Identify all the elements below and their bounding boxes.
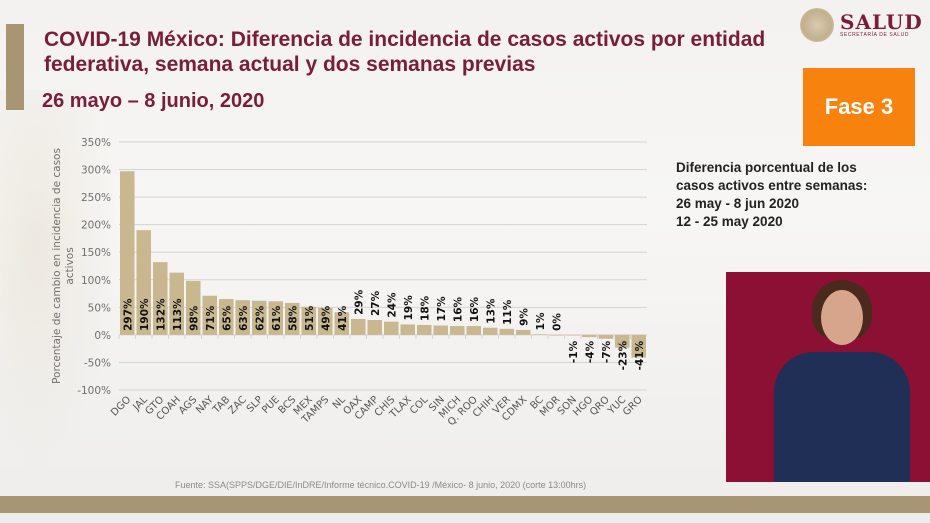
data-label: -41% (634, 340, 646, 370)
bar-nay (202, 295, 218, 335)
bar-jal (136, 230, 152, 335)
bar-nl (334, 312, 350, 335)
bar-mich (449, 326, 465, 335)
bar-yuc (614, 334, 630, 348)
footer-bar (0, 496, 930, 513)
data-label: 17% (436, 296, 448, 322)
bar-bcs (284, 302, 300, 335)
logo-main-text: SALUD (840, 10, 923, 34)
bar-chih (482, 327, 498, 335)
sign-language-interpreter-video (726, 272, 930, 482)
data-label: 29% (353, 289, 365, 315)
x-tick-label: DGO (109, 394, 133, 418)
data-label: 13% (485, 298, 497, 324)
data-label: 132% (155, 298, 167, 331)
data-label: 190% (139, 298, 151, 331)
bar-tlax (400, 324, 416, 335)
bar-qro (598, 334, 614, 339)
coat-of-arms-icon (800, 8, 834, 42)
y-tick-label: 300% (81, 165, 111, 177)
x-tick-label: GRO (621, 394, 645, 418)
bar-ver (499, 328, 515, 335)
data-label: 297% (122, 298, 134, 331)
bar-pue (268, 301, 284, 335)
bar-dgo (119, 171, 135, 335)
bar-hgo (581, 334, 597, 338)
bar-gro (631, 334, 647, 358)
bar-mor (548, 334, 564, 336)
data-label: 16% (469, 296, 481, 322)
data-label: 1% (535, 312, 547, 330)
data-label: 0% (551, 313, 563, 331)
background-watermark (0, 90, 120, 470)
data-label: 49% (320, 305, 332, 331)
data-label: 98% (188, 305, 200, 331)
y-tick-label: 100% (81, 275, 111, 287)
y-tick-label: 250% (81, 192, 111, 204)
y-tick-label: 50% (88, 302, 111, 314)
y-tick-label: -100% (77, 385, 111, 397)
data-label: 113% (172, 298, 184, 331)
legend-note: Diferencia porcentual de los casos activ… (676, 159, 867, 231)
y-tick-label: 200% (81, 220, 111, 232)
phase-badge: Fase 3 (803, 68, 915, 146)
logo-sub-text: SECRETARÍA DE SALUD (840, 32, 910, 38)
data-label: 19% (403, 295, 415, 321)
bar-sin (433, 325, 449, 335)
bar-zac (235, 300, 251, 335)
y-tick-label: -50% (84, 357, 111, 369)
data-label: 41% (337, 305, 349, 331)
title-accent-bar (6, 24, 24, 110)
bar-gto (152, 262, 168, 335)
bar-chis (383, 321, 399, 335)
data-label: 71% (205, 305, 217, 331)
data-label: 61% (271, 305, 283, 331)
data-label: -1% (568, 340, 580, 363)
source-note: Fuente: SSA(SPPS/DGE/DIE/InDRE/Informe t… (175, 480, 587, 490)
interpreter-face (821, 290, 863, 345)
y-axis-label: Porcentaje de cambio en incidencia de ca… (51, 148, 76, 384)
data-label: 63% (238, 305, 250, 331)
bar-mex (301, 306, 317, 335)
data-label: 62% (254, 305, 266, 331)
data-label: 58% (287, 305, 299, 331)
data-label: 9% (518, 308, 530, 326)
y-tick-label: 350% (81, 137, 111, 149)
date-range: 26 mayo – 8 junio, 2020 (42, 90, 265, 112)
bar-coah (169, 272, 185, 335)
data-label: 51% (304, 305, 316, 331)
bar-cdmx (515, 329, 531, 335)
data-label: 16% (452, 296, 464, 322)
legend-line-1: Diferencia porcentual de los (676, 160, 857, 175)
bar-oax (350, 318, 366, 335)
bar-col (416, 324, 432, 335)
bar-camp (367, 320, 383, 335)
bar-bc (532, 334, 548, 335)
bar-qroo (466, 326, 482, 335)
data-label: -23% (617, 340, 629, 370)
legend-line-4: 12 - 25 may 2020 (676, 214, 783, 229)
data-label: -4% (584, 340, 596, 363)
legend-line-3: 26 may - 8 jun 2020 (676, 196, 800, 211)
bar-tamps (317, 307, 333, 335)
data-label: 24% (386, 292, 398, 318)
data-label: 65% (221, 305, 233, 331)
y-tick-label: 150% (81, 247, 111, 259)
bar-tab (218, 299, 234, 335)
data-label: -7% (601, 340, 613, 363)
data-label: 18% (419, 295, 431, 321)
bar-slp (251, 300, 267, 335)
interpreter-body (774, 352, 910, 482)
bar-son (565, 334, 581, 336)
data-label: 27% (370, 290, 382, 316)
y-tick-label: 0% (94, 330, 111, 342)
page-title: COVID-19 México: Diferencia de incidenci… (44, 28, 766, 76)
data-label: 11% (502, 299, 514, 325)
bar-ags (185, 280, 201, 335)
legend-line-2: casos activos entre semanas: (676, 178, 868, 193)
salud-logo: SALUD SECRETARÍA DE SALUD (800, 8, 923, 42)
